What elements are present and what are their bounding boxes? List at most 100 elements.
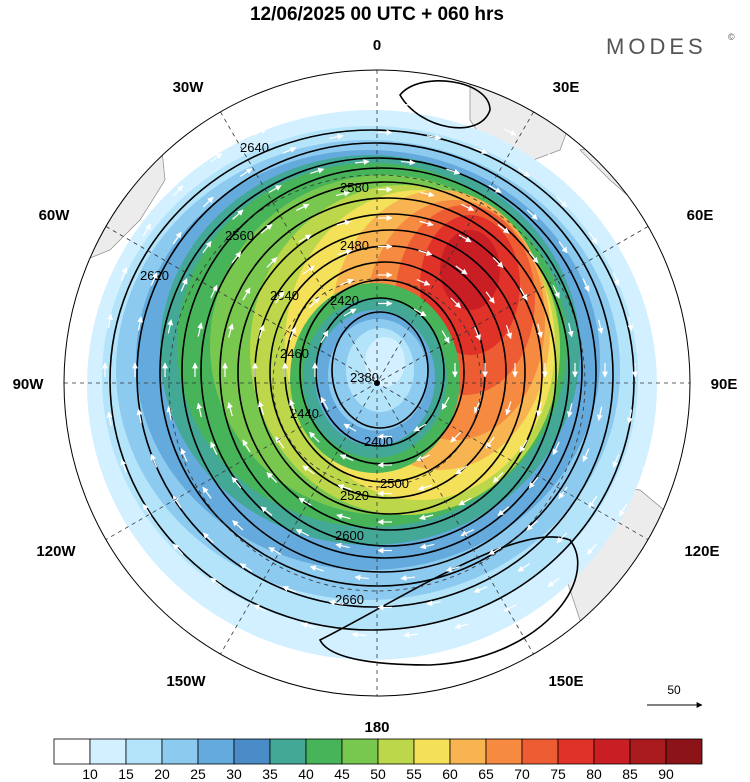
wind-arrow	[337, 249, 353, 256]
wind-arrow	[441, 330, 450, 344]
wind-arrow	[180, 448, 188, 462]
wind-arrow	[488, 546, 502, 556]
wind-arrow	[352, 101, 367, 108]
colorbar-tick-label: 50	[370, 766, 386, 782]
colorbar-swatch	[377, 738, 415, 765]
brand-logo: MODES	[606, 34, 707, 59]
lon-label-30e: 30E	[553, 79, 580, 96]
wind-arrow	[107, 313, 114, 329]
colorbar-swatch	[53, 738, 91, 765]
wind-arrow	[517, 563, 531, 572]
wind-arrow	[142, 223, 152, 237]
contour-label-2640: 2640	[240, 140, 269, 155]
wind-arrow	[492, 472, 504, 483]
wind-arrow	[450, 297, 462, 309]
wind-arrow	[239, 168, 253, 177]
colorbar-swatch	[521, 738, 559, 765]
wind-arrow	[643, 267, 650, 281]
wind-arrow	[210, 153, 223, 163]
wind-arrow	[354, 158, 370, 165]
wind-arrow	[275, 291, 285, 304]
wind-arrow	[253, 128, 267, 136]
wind-arrow	[282, 147, 297, 154]
colorbar-tick-label: 80	[586, 766, 602, 782]
wind-arrow	[458, 234, 472, 243]
contour-label-2600: 2600	[335, 528, 364, 543]
wind-arrow	[180, 278, 188, 292]
contour-label-2440: 2440	[290, 406, 319, 421]
colorbar-swatch	[161, 738, 199, 765]
wind-arrow	[556, 196, 568, 208]
map-border	[63, 69, 691, 697]
contour-label-2560: 2560	[225, 228, 254, 243]
colorbar-tick-label: 60	[442, 766, 458, 782]
longitude-labels: 0 30E 60E 90E 120E 150E 180 150W 120W 90…	[13, 37, 738, 736]
wind-arrow	[596, 406, 603, 421]
wind-arrow	[413, 308, 427, 317]
wind-arrow	[582, 448, 590, 462]
wind-arrow	[552, 441, 560, 456]
wind-arrow	[458, 497, 472, 506]
contour-label-2480: 2480	[340, 238, 369, 253]
colorbar-tick-label: 65	[478, 766, 494, 782]
colorbar-tick-label: 90	[658, 766, 674, 782]
shade-85	[440, 230, 500, 310]
wind-arrow	[416, 454, 430, 462]
wind-arrow	[266, 257, 278, 268]
colorbar-swatch	[269, 738, 307, 765]
lon-label-60w: 60W	[39, 207, 71, 224]
wind-arrow	[120, 266, 128, 281]
wind-arrow	[227, 401, 233, 417]
wind-arrow	[289, 399, 296, 414]
wind-arrow	[586, 543, 598, 555]
brand-mark: ©	[728, 32, 735, 42]
contour-label-2520: 2520	[340, 488, 369, 503]
wind-arrow	[336, 513, 351, 520]
colorbar-swatch	[557, 738, 595, 765]
colorbar-swatch	[341, 738, 379, 765]
wind-speed-shading	[87, 110, 657, 660]
lon-label-90e: 90E	[711, 376, 738, 393]
lon-label-30w: 30W	[173, 79, 205, 96]
wind-arrow	[340, 278, 354, 286]
wind-arrow	[302, 465, 315, 475]
reference-vector: 50	[647, 683, 703, 708]
colorbar-swatch	[665, 738, 703, 765]
wind-arrow	[239, 563, 253, 572]
wind-arrow	[517, 168, 531, 177]
colorbar-swatch	[197, 738, 235, 765]
wind-arrow	[528, 251, 539, 264]
wind-arrow	[310, 167, 325, 174]
wind-arrow	[298, 497, 312, 506]
wind-arrow	[258, 400, 265, 416]
wind-arrow	[289, 326, 296, 341]
wind-arrow	[446, 168, 461, 175]
wind-arrow	[588, 231, 598, 245]
colorbar-tick-label: 40	[298, 766, 314, 782]
wind-arrow	[497, 506, 510, 516]
lon-label-150w: 150W	[166, 673, 206, 690]
wind-arrow	[526, 520, 538, 531]
wind-arrow	[526, 209, 538, 220]
wind-arrow	[418, 249, 433, 256]
wind-arrow	[301, 110, 316, 117]
wind-arrow	[642, 459, 650, 474]
wind-arrow	[231, 476, 242, 489]
wind-arrow	[120, 459, 127, 473]
contour-label-2580: 2580	[340, 180, 369, 195]
wind-arrow	[308, 431, 320, 443]
south-pole-marker	[374, 380, 380, 386]
wind-arrow	[268, 184, 282, 194]
wind-arrow	[420, 191, 435, 198]
wind-arrow	[253, 604, 267, 612]
wind-arrow	[343, 423, 357, 432]
wind-arrow	[612, 272, 620, 287]
wind-arrow	[197, 322, 204, 337]
wind-vectors	[102, 101, 668, 639]
wind-arrow	[106, 411, 113, 426]
wind-arrow	[150, 453, 158, 468]
wind-arrow	[242, 287, 251, 301]
wind-arrow	[337, 484, 352, 491]
colorbar-swatch	[593, 738, 631, 765]
